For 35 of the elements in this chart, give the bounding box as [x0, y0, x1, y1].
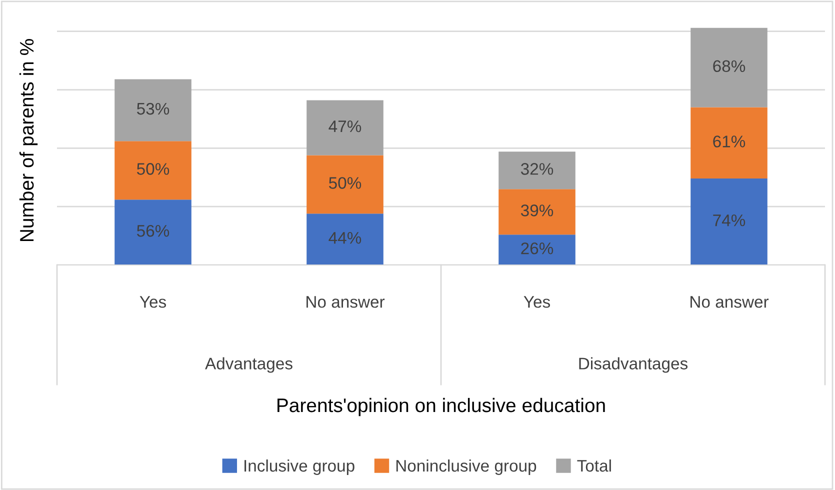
bar: [114, 79, 192, 142]
data-label: 39%: [520, 204, 554, 216]
bar: [690, 178, 768, 265]
bar: [690, 107, 768, 179]
data-label: 56%: [136, 224, 170, 237]
y-axis-title: Number of parents in %: [19, 39, 38, 242]
data-label: 74%: [713, 214, 746, 226]
bar: [498, 152, 576, 190]
data-label: 32%: [520, 163, 554, 175]
bar: [306, 155, 384, 214]
bar: [114, 200, 192, 265]
bar: [498, 234, 576, 265]
bar: [498, 189, 576, 235]
data-label: 53%: [136, 102, 170, 115]
data-label: 26%: [521, 242, 554, 254]
x-tick-label: No answer: [690, 296, 769, 308]
data-label: 61%: [713, 136, 746, 148]
bar: [306, 214, 384, 265]
bar: [306, 100, 384, 156]
text: Advantages: [205, 357, 292, 373]
x-axis-title: Parents'opinion on inclusive education: [278, 398, 605, 416]
legend-label: Noninclusive group: [396, 459, 536, 475]
legend-label: Inclusive group: [244, 459, 354, 475]
data-label: 47%: [328, 120, 362, 132]
legend-label: Total: [577, 459, 611, 472]
x-tick-label: No answer: [306, 296, 385, 308]
text: Disadvantages: [579, 357, 688, 373]
data-label: 50%: [136, 163, 170, 175]
x-tick-label: Yes: [140, 296, 166, 308]
data-label: 44%: [328, 232, 362, 244]
x-tick-label: Yes: [524, 296, 550, 308]
data-label: 50%: [328, 177, 362, 189]
bar: [114, 141, 192, 200]
bar: [690, 28, 768, 108]
data-label: 68%: [713, 60, 746, 72]
